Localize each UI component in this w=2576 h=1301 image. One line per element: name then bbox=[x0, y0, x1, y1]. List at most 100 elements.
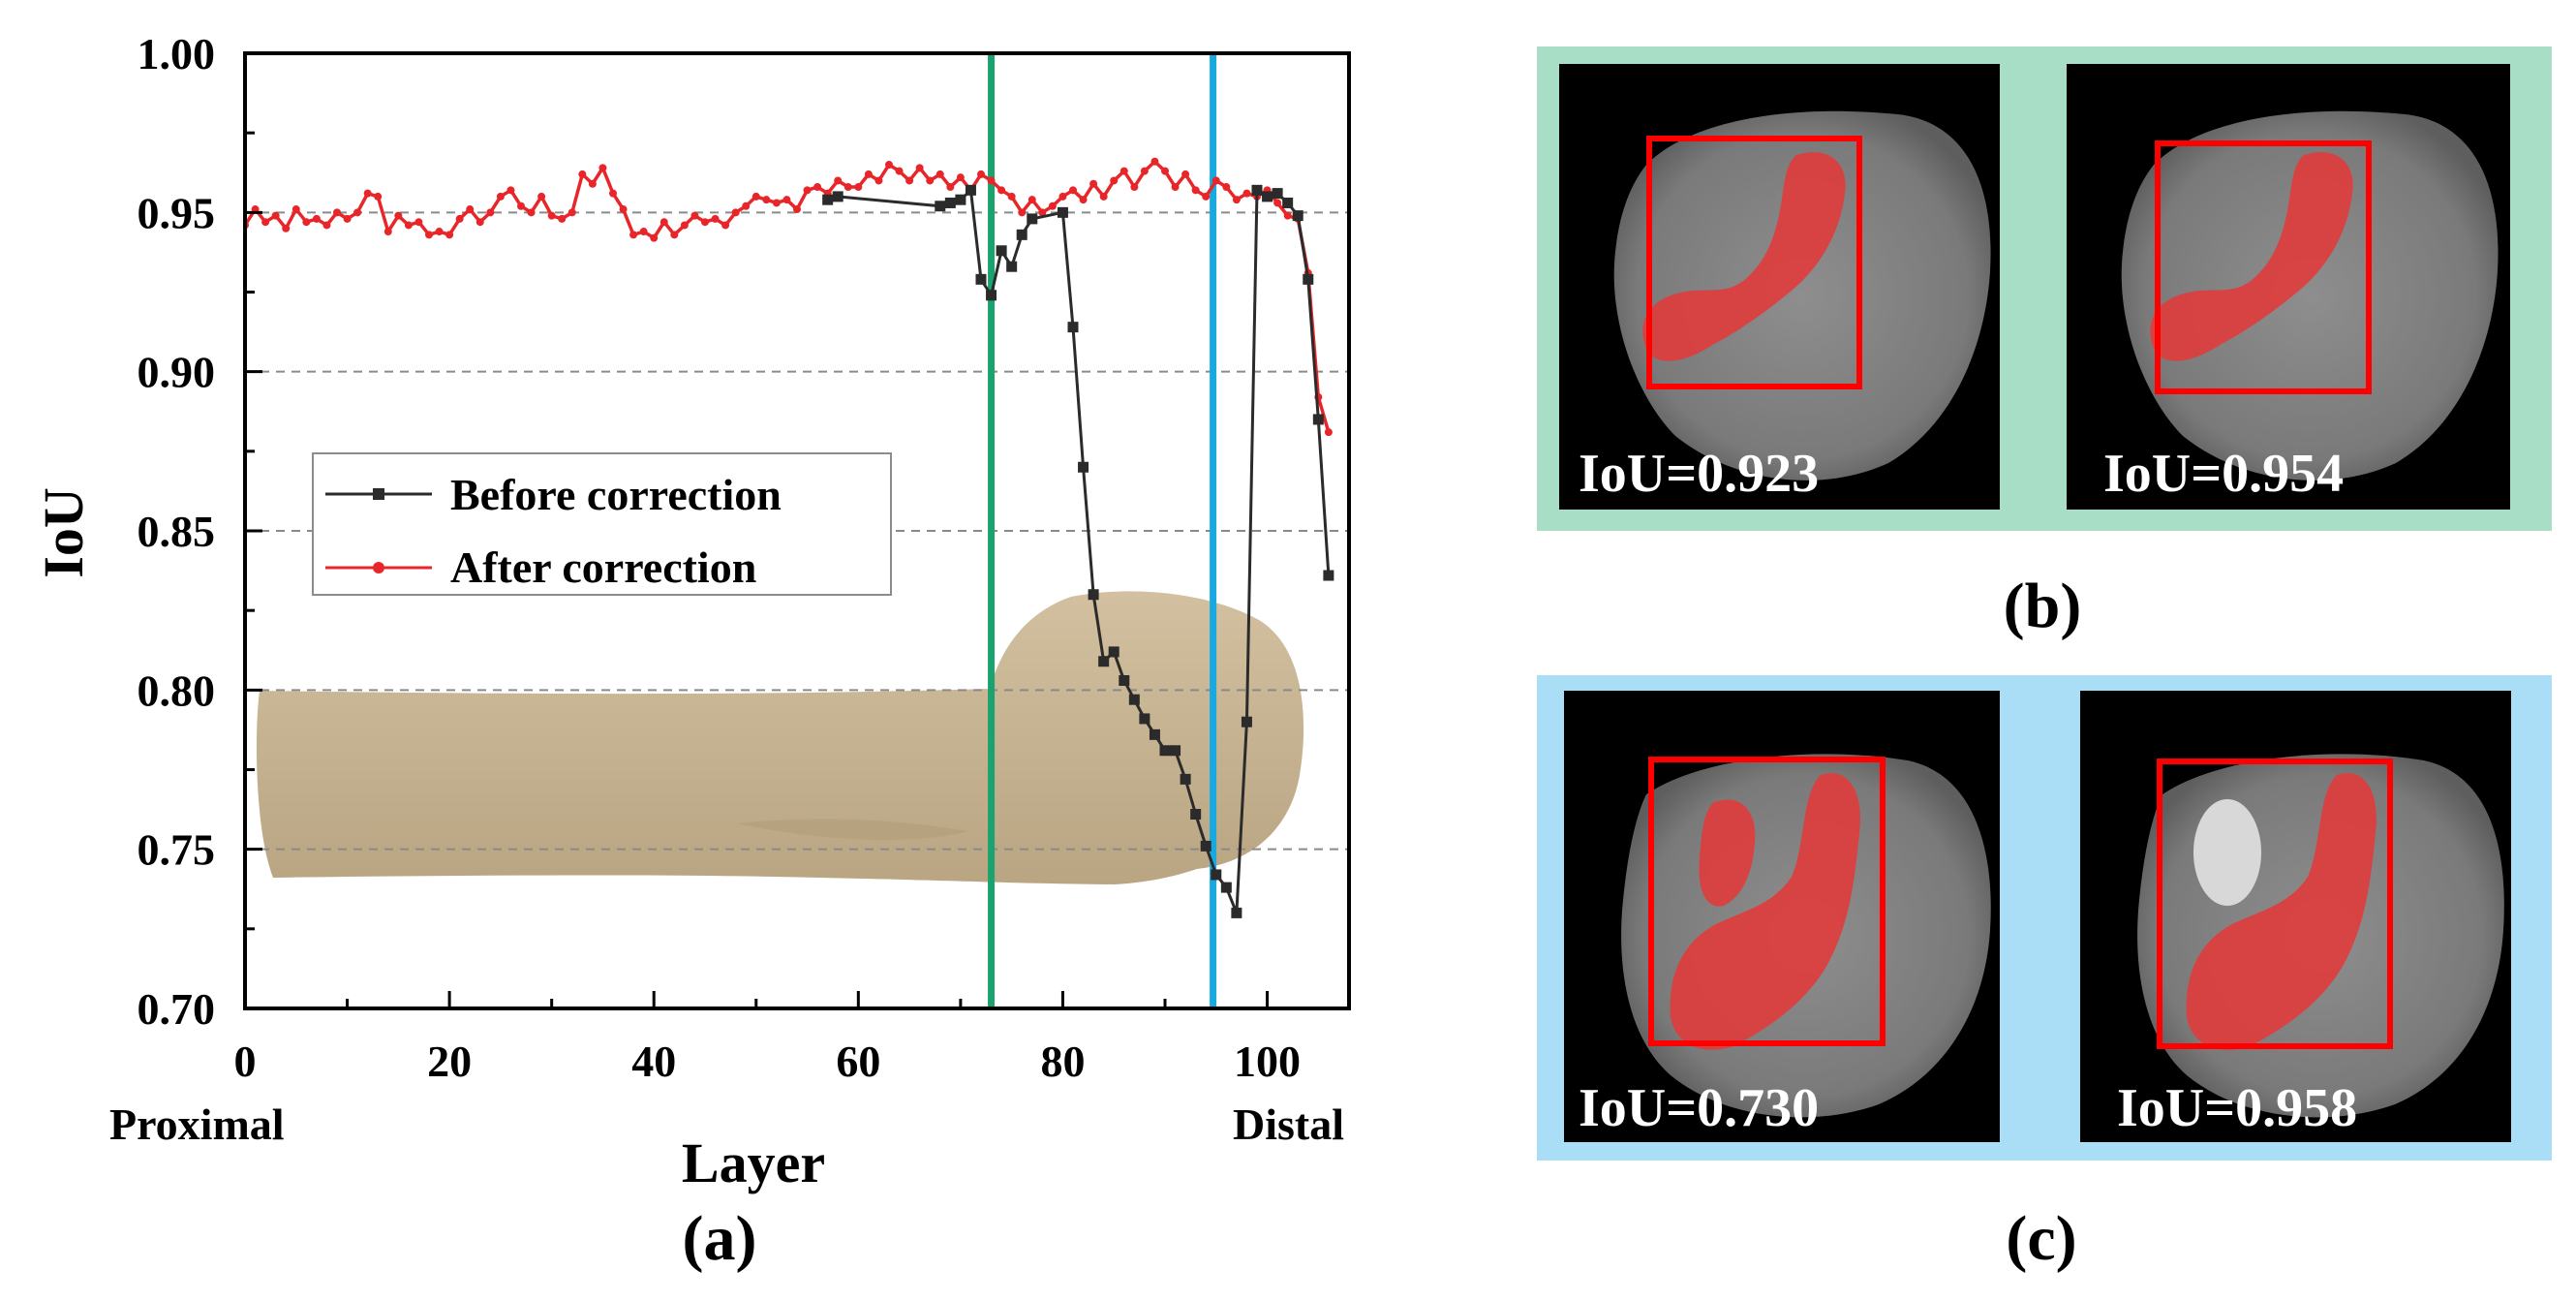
data-point-after bbox=[1150, 157, 1159, 166]
data-point-after bbox=[517, 201, 525, 210]
data-point-before bbox=[1272, 188, 1283, 200]
data-point-after bbox=[650, 233, 659, 242]
data-point-after bbox=[486, 208, 495, 217]
data-point-after bbox=[282, 224, 291, 232]
data-point-after bbox=[905, 176, 914, 185]
caption-c: (c) bbox=[2006, 1203, 2076, 1274]
data-point-before bbox=[822, 194, 834, 205]
legend-marker-after bbox=[373, 562, 384, 573]
data-point-after bbox=[1038, 208, 1047, 217]
data-point-after bbox=[1242, 189, 1251, 198]
x-tick-label: 40 bbox=[631, 1037, 676, 1086]
y-tick-label: 0.70 bbox=[138, 984, 216, 1034]
iou-line-chart: 0 20 40 60 80 100 0.70 0.75 0.80 0.85 0.90 0.95 1.0… bbox=[32, 29, 1351, 1274]
data-point-after bbox=[425, 231, 433, 239]
data-point-before bbox=[1312, 414, 1324, 425]
data-point-before bbox=[975, 273, 987, 285]
data-point-after bbox=[1191, 186, 1200, 195]
data-point-before bbox=[1088, 589, 1099, 601]
data-point-after bbox=[711, 214, 720, 223]
data-point-before bbox=[955, 194, 966, 205]
data-point-after bbox=[864, 170, 873, 178]
data-point-after bbox=[1130, 183, 1139, 192]
data-point-after bbox=[803, 186, 812, 195]
y-tick-label: 0.75 bbox=[138, 825, 216, 875]
data-point-after bbox=[751, 192, 760, 201]
data-point-before bbox=[1098, 656, 1110, 667]
data-point-after bbox=[701, 218, 709, 227]
segmentation-mask bbox=[1670, 773, 1860, 1050]
legend-box bbox=[312, 452, 892, 596]
data-point-after bbox=[1058, 192, 1067, 201]
data-point-after bbox=[895, 167, 904, 175]
data-point-after bbox=[854, 183, 863, 192]
bounding-box bbox=[1646, 136, 1862, 389]
data-point-after bbox=[813, 183, 822, 192]
data-point-after bbox=[935, 170, 944, 178]
data-point-after bbox=[1069, 186, 1077, 195]
data-point-before bbox=[1119, 674, 1130, 686]
panel-c: IoU=0.730 IoU=0.958 (c) bbox=[1537, 675, 2552, 1274]
data-point-after bbox=[977, 170, 985, 178]
data-point-after bbox=[455, 214, 464, 223]
data-point-before bbox=[1108, 646, 1119, 658]
x-tick-label: 60 bbox=[836, 1037, 880, 1086]
data-point-before bbox=[935, 201, 946, 212]
data-point-before bbox=[1262, 191, 1273, 202]
bounding-box bbox=[2157, 759, 2393, 1049]
data-point-after bbox=[527, 208, 536, 217]
data-point-after bbox=[1099, 192, 1108, 201]
data-point-before bbox=[1180, 773, 1191, 785]
data-point-before bbox=[832, 191, 843, 202]
x-tick-label: 0 bbox=[234, 1037, 257, 1086]
data-point-after bbox=[1018, 208, 1027, 217]
data-point-after bbox=[639, 228, 648, 236]
y-gridlines bbox=[245, 211, 1349, 851]
x-axis-title: Layer bbox=[682, 1131, 825, 1194]
panel-b: IoU=0.923 IoU=0.954 (b) bbox=[1537, 46, 2552, 641]
data-point-after bbox=[1211, 176, 1220, 185]
y-axis-title: IoU bbox=[32, 487, 95, 577]
data-point-after bbox=[312, 214, 321, 223]
data-point-after bbox=[302, 218, 311, 227]
data-point-after bbox=[885, 161, 893, 170]
data-point-after bbox=[537, 192, 546, 201]
data-point-before bbox=[1067, 322, 1079, 333]
data-point-after bbox=[946, 183, 955, 192]
data-point-after bbox=[1089, 179, 1098, 188]
data-point-after bbox=[670, 231, 679, 239]
segmentation-mask bbox=[2186, 773, 2377, 1050]
caption-b: (b) bbox=[2004, 571, 2082, 641]
segmentation-mask bbox=[1642, 151, 1846, 361]
data-point-after bbox=[588, 179, 597, 188]
data-point-after bbox=[333, 208, 341, 217]
data-point-after bbox=[414, 218, 423, 227]
y-tick-label: 0.95 bbox=[138, 188, 216, 237]
data-point-before bbox=[1303, 273, 1314, 285]
data-point-before bbox=[1282, 197, 1294, 208]
data-point-before bbox=[1190, 809, 1202, 821]
data-point-after bbox=[1048, 201, 1057, 210]
data-point-before bbox=[1323, 570, 1334, 581]
y-tick-label: 0.80 bbox=[138, 666, 216, 715]
data-point-after bbox=[772, 199, 781, 207]
data-point-before bbox=[1128, 694, 1140, 705]
data-point-after bbox=[1222, 183, 1231, 192]
data-point-after bbox=[598, 164, 607, 172]
data-point-after bbox=[721, 221, 730, 230]
data-point-after bbox=[466, 205, 475, 214]
data-point-after bbox=[956, 173, 965, 182]
data-point-after bbox=[915, 164, 924, 172]
data-point-after bbox=[1161, 167, 1169, 175]
data-point-after bbox=[762, 196, 771, 204]
x-tick-label: 20 bbox=[427, 1037, 472, 1086]
data-point-after bbox=[793, 205, 801, 214]
x-end-label-distal: Distal bbox=[1233, 1100, 1344, 1149]
data-point-after bbox=[383, 228, 392, 236]
data-point-before bbox=[1006, 261, 1018, 272]
data-point-after bbox=[1140, 167, 1149, 175]
y-tick-label: 0.85 bbox=[138, 507, 216, 556]
series-layer bbox=[245, 157, 1334, 918]
data-point-before bbox=[1211, 869, 1222, 881]
data-point-after bbox=[496, 192, 505, 201]
